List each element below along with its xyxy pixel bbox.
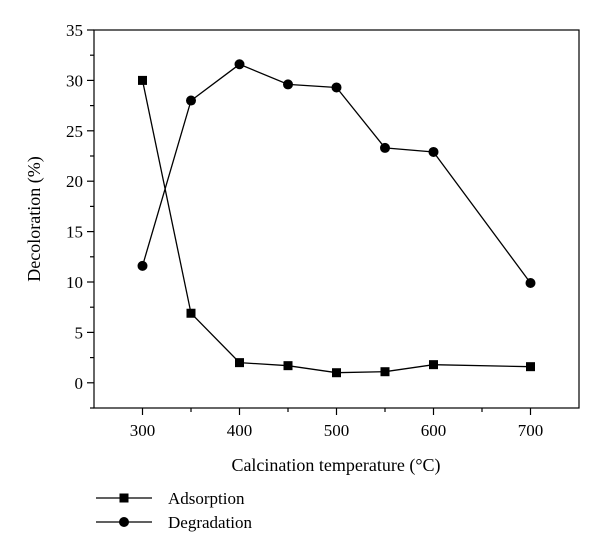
data-point-adsorption	[283, 361, 293, 371]
series-layer	[137, 59, 536, 378]
y-tick-label: 20	[66, 172, 83, 191]
x-tick-label: 600	[421, 421, 447, 440]
legend-label-adsorption: Adsorption	[168, 489, 245, 508]
data-point-degradation	[234, 59, 245, 70]
data-point-degradation	[428, 146, 439, 157]
data-point-degradation	[331, 82, 342, 93]
data-point-adsorption	[332, 368, 341, 378]
x-tick-label: 700	[518, 421, 544, 440]
data-point-degradation	[525, 278, 536, 289]
legend-marker-degradation	[119, 517, 129, 527]
x-tick-label: 400	[227, 421, 253, 440]
legend-label-degradation: Degradation	[168, 513, 253, 532]
y-tick-label: 15	[66, 223, 83, 242]
series-line-adsorption	[141, 80, 531, 374]
legend-item-adsorption: Adsorption	[96, 489, 245, 508]
data-point-adsorption	[429, 360, 438, 370]
series-line-degradation	[141, 63, 532, 284]
y-axis-label: Decoloration (%)	[24, 156, 45, 281]
legend: Adsorption Degradation	[96, 489, 253, 532]
legend-marker-adsorption	[119, 493, 129, 503]
data-point-degradation	[137, 260, 148, 271]
data-point-degradation	[186, 95, 196, 106]
y-tick-label: 30	[66, 71, 83, 90]
data-point-adsorption	[138, 75, 147, 85]
x-axis-label: Calcination temperature (°C)	[231, 455, 440, 476]
y-tick-label: 35	[66, 21, 83, 40]
data-point-degradation	[380, 142, 390, 153]
y-tick-label: 0	[75, 374, 84, 393]
y-tick-label: 5	[75, 323, 84, 342]
x-tick-label: 300	[130, 421, 156, 440]
series-degradation	[137, 59, 536, 289]
x-tick-label: 500	[324, 421, 350, 440]
axis-ticks	[87, 29, 532, 415]
data-point-adsorption	[380, 367, 390, 377]
data-point-adsorption	[235, 358, 244, 368]
data-point-adsorption	[526, 362, 535, 372]
axis-tick-labels: 300 400 500 600 700 0 5 10 15 20 25 30 35	[66, 21, 543, 440]
series-adsorption	[138, 75, 535, 378]
data-point-adsorption	[186, 308, 196, 318]
legend-item-degradation: Degradation	[96, 513, 253, 532]
y-tick-label: 25	[66, 122, 83, 141]
data-point-degradation	[283, 79, 293, 90]
y-tick-label: 10	[66, 273, 83, 292]
